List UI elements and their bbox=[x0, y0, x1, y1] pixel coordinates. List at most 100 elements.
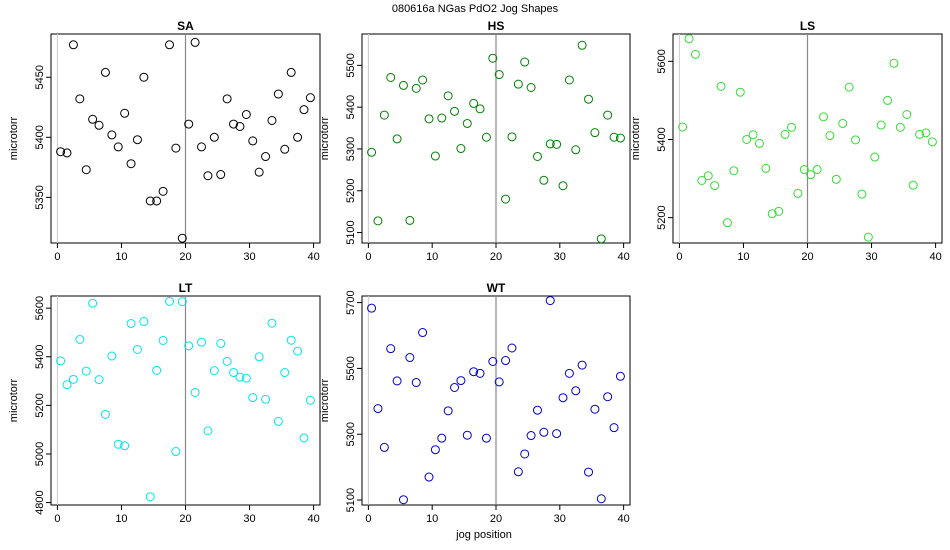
y-tick-label: 5300 bbox=[345, 137, 357, 161]
data-point bbox=[539, 427, 549, 437]
y-tick-label: 5400 bbox=[34, 345, 46, 369]
data-point bbox=[501, 194, 511, 204]
data-point bbox=[241, 373, 251, 383]
data-point bbox=[678, 122, 688, 132]
data-point bbox=[305, 395, 315, 405]
data-point bbox=[299, 433, 309, 443]
data-point bbox=[456, 144, 466, 154]
y-tick-label: 5700 bbox=[345, 290, 357, 314]
y-tick-label: 5100 bbox=[345, 488, 357, 512]
data-point bbox=[844, 82, 854, 92]
data-point bbox=[545, 296, 555, 306]
data-point bbox=[857, 189, 867, 199]
data-point bbox=[184, 119, 194, 129]
data-point bbox=[430, 445, 440, 455]
data-point bbox=[915, 129, 925, 139]
x-tick-label: 10 bbox=[426, 513, 438, 525]
data-point bbox=[475, 104, 485, 114]
data-point bbox=[532, 405, 542, 415]
data-point bbox=[411, 378, 421, 388]
data-point bbox=[100, 67, 110, 77]
data-point bbox=[293, 346, 303, 356]
y-tick-label: 5350 bbox=[34, 185, 46, 209]
data-point bbox=[280, 368, 290, 378]
data-point bbox=[475, 368, 485, 378]
data-point bbox=[825, 131, 835, 141]
panel-title: LS bbox=[800, 19, 815, 33]
panel-sa: SA 0 10 20 30 40 5350 5400 5450 microtorr bbox=[8, 19, 321, 263]
panel-wt: WT 0 10 20 30 40 5100 5300 5500 5700 microtorr bbox=[319, 281, 631, 525]
y-axis-label: microtorr bbox=[319, 116, 331, 160]
y-tick-label: 5200 bbox=[656, 205, 668, 229]
data-point bbox=[774, 206, 784, 216]
data-point bbox=[145, 196, 155, 206]
x-tick-label: 20 bbox=[179, 513, 191, 525]
data-point bbox=[120, 441, 130, 451]
data-point bbox=[908, 180, 918, 190]
data-point bbox=[684, 34, 694, 44]
data-point bbox=[564, 368, 574, 378]
x-tick-label: 40 bbox=[617, 513, 629, 525]
data-point bbox=[513, 79, 523, 89]
y-axis-label: microtorr bbox=[8, 378, 20, 422]
data-point bbox=[577, 360, 587, 370]
data-point bbox=[203, 171, 213, 181]
y-tick-label: 4800 bbox=[34, 490, 46, 514]
data-point bbox=[367, 147, 377, 157]
data-point bbox=[564, 75, 574, 85]
y-tick-label: 5200 bbox=[345, 179, 357, 203]
data-point bbox=[392, 376, 402, 386]
data-point bbox=[280, 144, 290, 154]
data-point bbox=[158, 186, 168, 196]
x-tick-label: 40 bbox=[929, 251, 941, 263]
data-point bbox=[742, 134, 752, 144]
data-point bbox=[722, 218, 732, 228]
data-point bbox=[603, 392, 613, 402]
x-tick-label: 10 bbox=[426, 251, 438, 263]
data-point bbox=[126, 318, 136, 328]
data-point bbox=[552, 429, 562, 439]
y-tick-label: 5000 bbox=[34, 442, 46, 466]
data-point bbox=[209, 132, 219, 142]
data-point bbox=[812, 165, 822, 175]
data-point bbox=[139, 72, 149, 82]
data-point bbox=[286, 335, 296, 345]
data-point bbox=[241, 109, 251, 119]
x-tick-label: 40 bbox=[307, 251, 319, 263]
data-point bbox=[748, 130, 758, 140]
x-tick-label: 10 bbox=[115, 513, 127, 525]
data-point bbox=[430, 151, 440, 161]
data-point bbox=[507, 132, 517, 142]
x-tick-label: 0 bbox=[54, 513, 60, 525]
x-axis-label: jog position bbox=[455, 529, 512, 541]
data-point bbox=[577, 40, 587, 50]
data-point bbox=[443, 406, 453, 416]
data-point bbox=[373, 216, 383, 226]
data-point bbox=[780, 129, 790, 139]
data-point bbox=[418, 75, 428, 85]
data-point bbox=[851, 135, 861, 145]
data-point bbox=[767, 209, 777, 219]
data-point bbox=[761, 163, 771, 173]
data-point bbox=[267, 115, 277, 125]
data-point bbox=[590, 404, 600, 414]
data-point bbox=[488, 356, 498, 366]
x-tick-label: 20 bbox=[179, 251, 191, 263]
data-point bbox=[75, 94, 85, 104]
y-tick-label: 5600 bbox=[34, 296, 46, 320]
data-point bbox=[197, 337, 207, 347]
data-point bbox=[216, 338, 226, 348]
data-point bbox=[88, 298, 98, 308]
data-point bbox=[216, 170, 226, 180]
data-point bbox=[398, 80, 408, 90]
data-point bbox=[56, 356, 66, 366]
data-point bbox=[100, 409, 110, 419]
data-point bbox=[398, 495, 408, 505]
data-point bbox=[532, 151, 542, 161]
data-point bbox=[895, 122, 905, 132]
x-tick-label: 0 bbox=[676, 251, 682, 263]
x-tick-label: 0 bbox=[365, 251, 371, 263]
data-point bbox=[609, 423, 619, 433]
y-tick-label: 5450 bbox=[34, 65, 46, 89]
